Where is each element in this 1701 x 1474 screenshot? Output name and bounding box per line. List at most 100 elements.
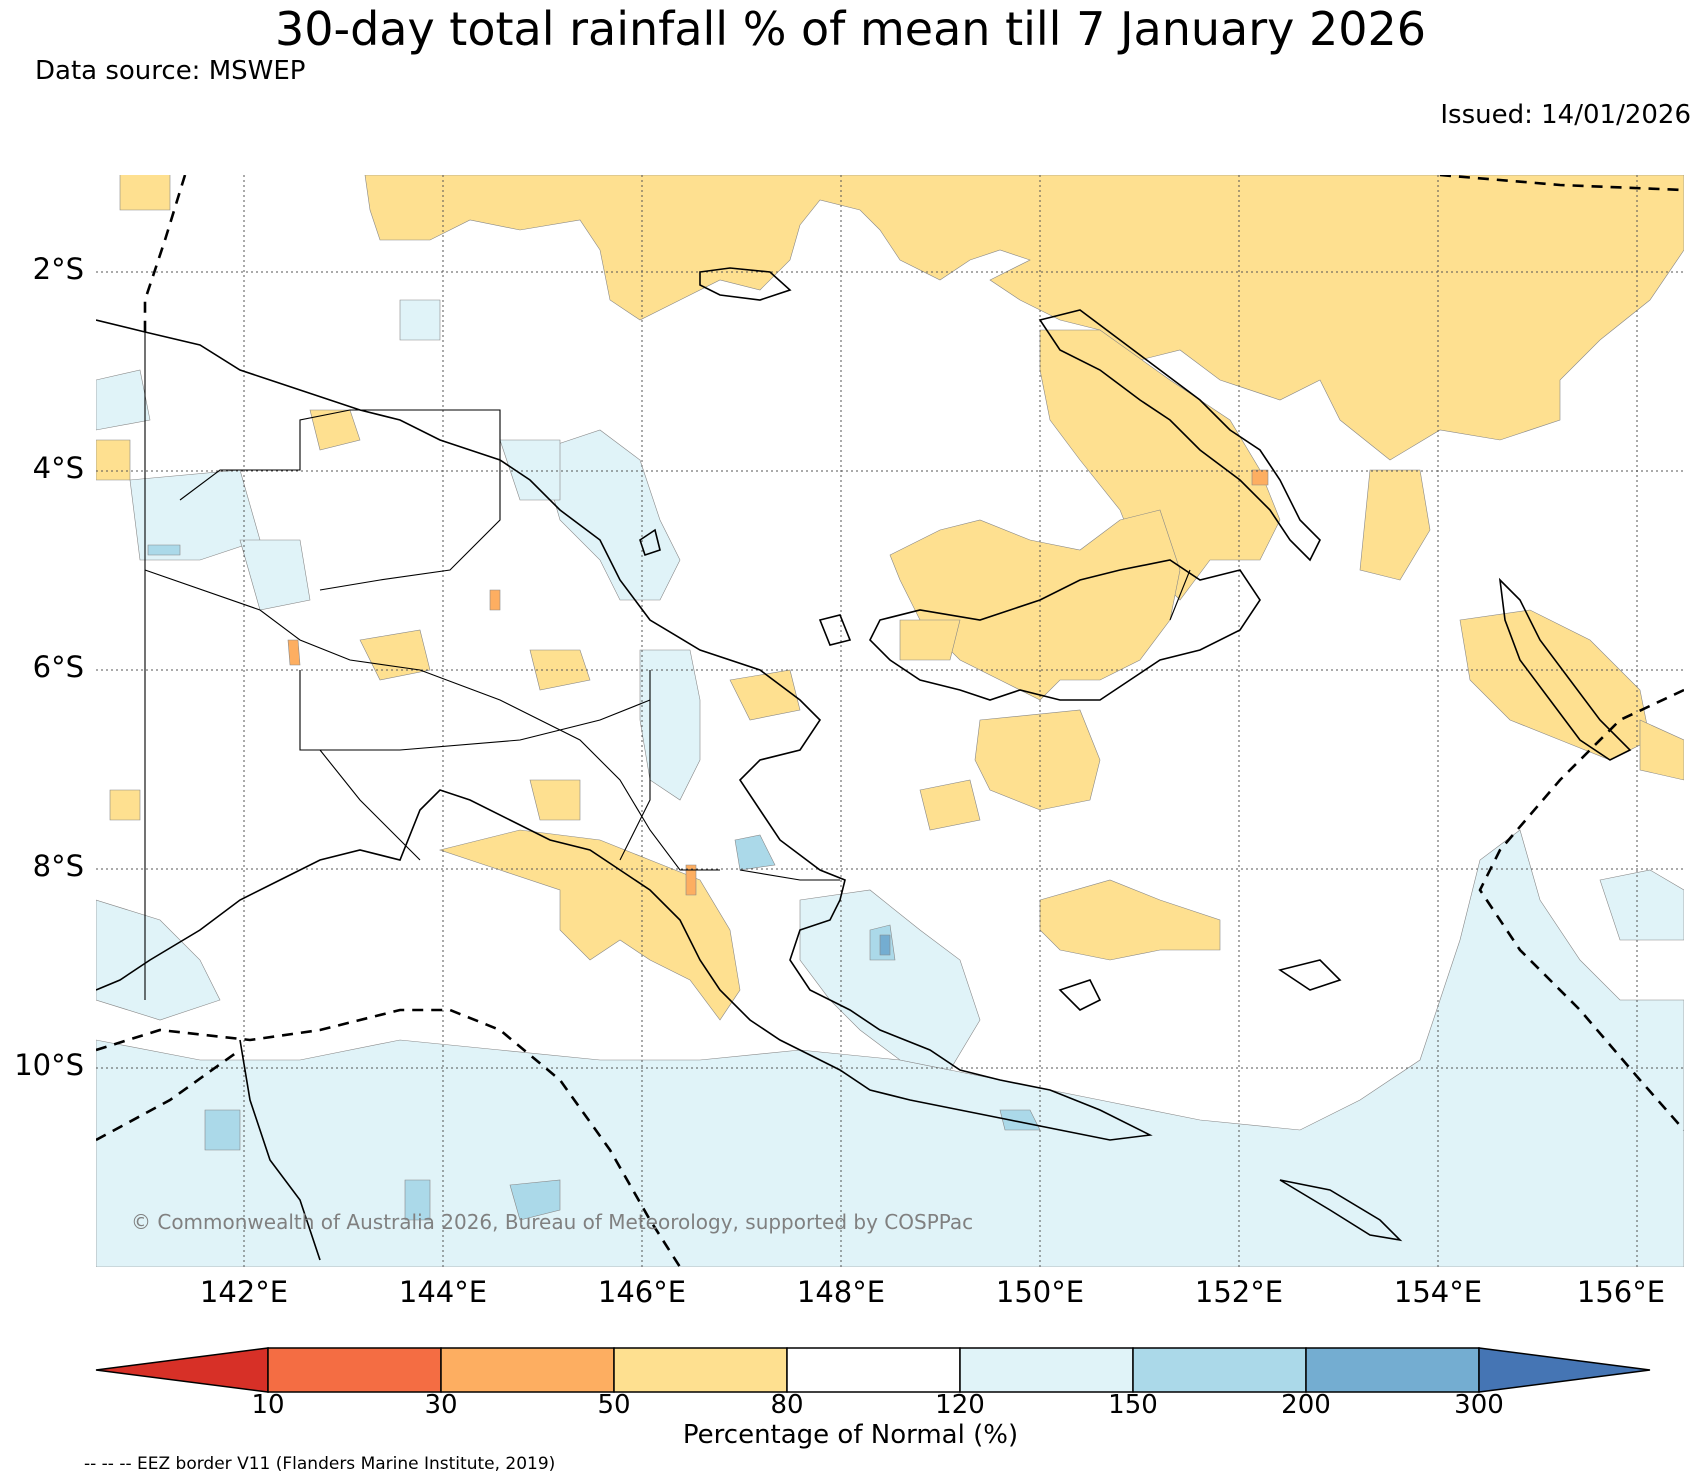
colorbar-tick-200: 200 bbox=[1281, 1390, 1331, 1420]
border-west-sepik bbox=[144, 569, 720, 871]
woodlark-coast bbox=[1278, 959, 1342, 991]
below-normal-areas bbox=[96, 175, 1684, 1267]
extreme-wet-patch-1 bbox=[879, 934, 891, 956]
new-guinea-coast bbox=[96, 319, 1153, 1141]
colorbar-swatch-200-300 bbox=[1305, 1347, 1480, 1393]
colorbar-swatch-120-150 bbox=[959, 1347, 1134, 1393]
issued-date: Issued: 14/01/2026 bbox=[1440, 100, 1691, 130]
border-new-britain bbox=[1169, 569, 1191, 621]
lon-label-148e: 148°E bbox=[796, 1275, 886, 1309]
very-wet-patch-5 bbox=[734, 834, 776, 871]
very-wet-patch-2 bbox=[404, 1179, 431, 1221]
colorbar-swatch-150-200 bbox=[1132, 1347, 1307, 1393]
lon-label-154e: 154°E bbox=[1393, 1275, 1483, 1309]
lon-label-156e: 156°E bbox=[1576, 1275, 1666, 1309]
colorbar-label: Percentage of Normal (%) bbox=[682, 1420, 1019, 1450]
dry-area-fly bbox=[309, 409, 361, 451]
dry-area-bougainville bbox=[1459, 609, 1651, 761]
karkar-island bbox=[639, 528, 661, 557]
wet-area-south-papua bbox=[96, 899, 221, 1021]
lat-label-10s: 10°S bbox=[14, 1048, 84, 1082]
colorbar-swatch-30-50 bbox=[440, 1347, 615, 1393]
eez-north-east bbox=[1439, 175, 1684, 192]
very-wet-patch-7 bbox=[147, 544, 181, 556]
dry-area-solomon-sea bbox=[919, 779, 981, 831]
copyright-notice: © Commonwealth of Australia 2026, Bureau… bbox=[131, 1210, 974, 1234]
dry-area-new-britain bbox=[889, 509, 1181, 701]
fergusson-coast bbox=[1058, 979, 1102, 1011]
extreme-above-normal-areas bbox=[879, 934, 891, 956]
above-normal-areas bbox=[96, 299, 1684, 1267]
very-dry-patch-2 bbox=[287, 639, 301, 666]
new-ireland-coast bbox=[1038, 309, 1321, 562]
provincial-borders bbox=[144, 332, 1191, 1000]
colorbar-tick-10: 10 bbox=[251, 1390, 285, 1420]
colorbar-swatch-10-30 bbox=[267, 1347, 442, 1393]
dry-area-highlands-1 bbox=[359, 629, 431, 681]
cape-york-coast bbox=[239, 1039, 321, 1261]
very-wet-patch-3 bbox=[509, 1179, 561, 1221]
dry-area-gulf-papua bbox=[438, 829, 741, 1021]
colorbar-swatch-50-80 bbox=[613, 1347, 788, 1393]
dry-area-markham bbox=[729, 669, 801, 721]
wet-area-west-2 bbox=[96, 369, 151, 431]
eez-east bbox=[1478, 688, 1684, 1131]
eez-borders bbox=[96, 175, 1684, 1267]
very-dry-patch-3 bbox=[685, 864, 697, 896]
dry-area-west-3 bbox=[109, 789, 141, 821]
border-morobe bbox=[619, 670, 651, 861]
dry-area-highlands-2 bbox=[529, 649, 591, 691]
much-below-normal-areas bbox=[287, 469, 1269, 896]
lat-label-6s: 6°S bbox=[32, 650, 84, 684]
wet-area-east bbox=[1599, 869, 1684, 941]
border-gulf bbox=[319, 749, 421, 861]
colorbar-swatch-80-120 bbox=[786, 1347, 961, 1393]
lon-label-142e: 142°E bbox=[199, 1275, 289, 1309]
dry-area-north bbox=[364, 175, 1684, 461]
wet-area-coral-sea-south bbox=[96, 829, 1684, 1267]
wet-area-central-1 bbox=[539, 429, 681, 601]
bougainville-coast bbox=[1498, 577, 1632, 761]
colorbar-tick-50: 50 bbox=[597, 1390, 631, 1420]
data-source: Data source: MSWEP bbox=[35, 56, 306, 86]
very-dry-patch-4 bbox=[489, 589, 501, 611]
colorbar-extend-low bbox=[95, 1347, 269, 1393]
wet-area-central-2 bbox=[639, 649, 701, 801]
border-central bbox=[739, 869, 840, 881]
dry-area-west-2 bbox=[119, 175, 171, 211]
lon-label-152e: 152°E bbox=[1194, 1275, 1284, 1309]
border-sepik-inner bbox=[179, 409, 501, 591]
lon-label-144e: 144°E bbox=[398, 1275, 488, 1309]
colorbar-extend-high bbox=[1478, 1347, 1651, 1393]
colorbar bbox=[95, 1347, 1651, 1393]
wet-area-highlands bbox=[239, 539, 311, 611]
graticule bbox=[96, 175, 1684, 1267]
lat-label-2s: 2°S bbox=[32, 252, 84, 286]
border-highlands bbox=[299, 670, 651, 751]
coastlines bbox=[96, 267, 1632, 1261]
dry-area-d-entrecasteaux bbox=[1039, 879, 1221, 961]
new-britain-coast bbox=[869, 559, 1261, 701]
wet-area-west-3 bbox=[399, 299, 441, 341]
lon-label-146e: 146°E bbox=[597, 1275, 687, 1309]
dry-area-solomons-e bbox=[1639, 719, 1684, 781]
wet-area-west-1 bbox=[129, 469, 261, 561]
dry-area-west-new-britain bbox=[899, 619, 961, 661]
eez-legend-note: -- -- -- EEZ border V11 (Flanders Marine… bbox=[84, 1454, 556, 1474]
eez-south-png bbox=[96, 1048, 241, 1142]
very-dry-patch-1 bbox=[1251, 469, 1269, 486]
long-island bbox=[818, 614, 852, 646]
very-wet-patch-1 bbox=[204, 1109, 241, 1151]
dry-area-kiriwina bbox=[974, 709, 1101, 811]
dry-area-west-1 bbox=[96, 439, 131, 481]
dry-area-south-mountains bbox=[529, 779, 581, 821]
map-title: 30-day total rainfall % of mean till 7 J… bbox=[274, 2, 1427, 56]
colorbar-tick-80: 80 bbox=[770, 1390, 804, 1420]
colorbar-tick-30: 30 bbox=[424, 1390, 458, 1420]
colorbar-tick-120: 120 bbox=[935, 1390, 985, 1420]
anomaly-field bbox=[96, 175, 1684, 1267]
eez-west bbox=[143, 175, 187, 335]
colorbar-tick-150: 150 bbox=[1108, 1390, 1158, 1420]
colorbar-tick-300: 300 bbox=[1454, 1390, 1504, 1420]
